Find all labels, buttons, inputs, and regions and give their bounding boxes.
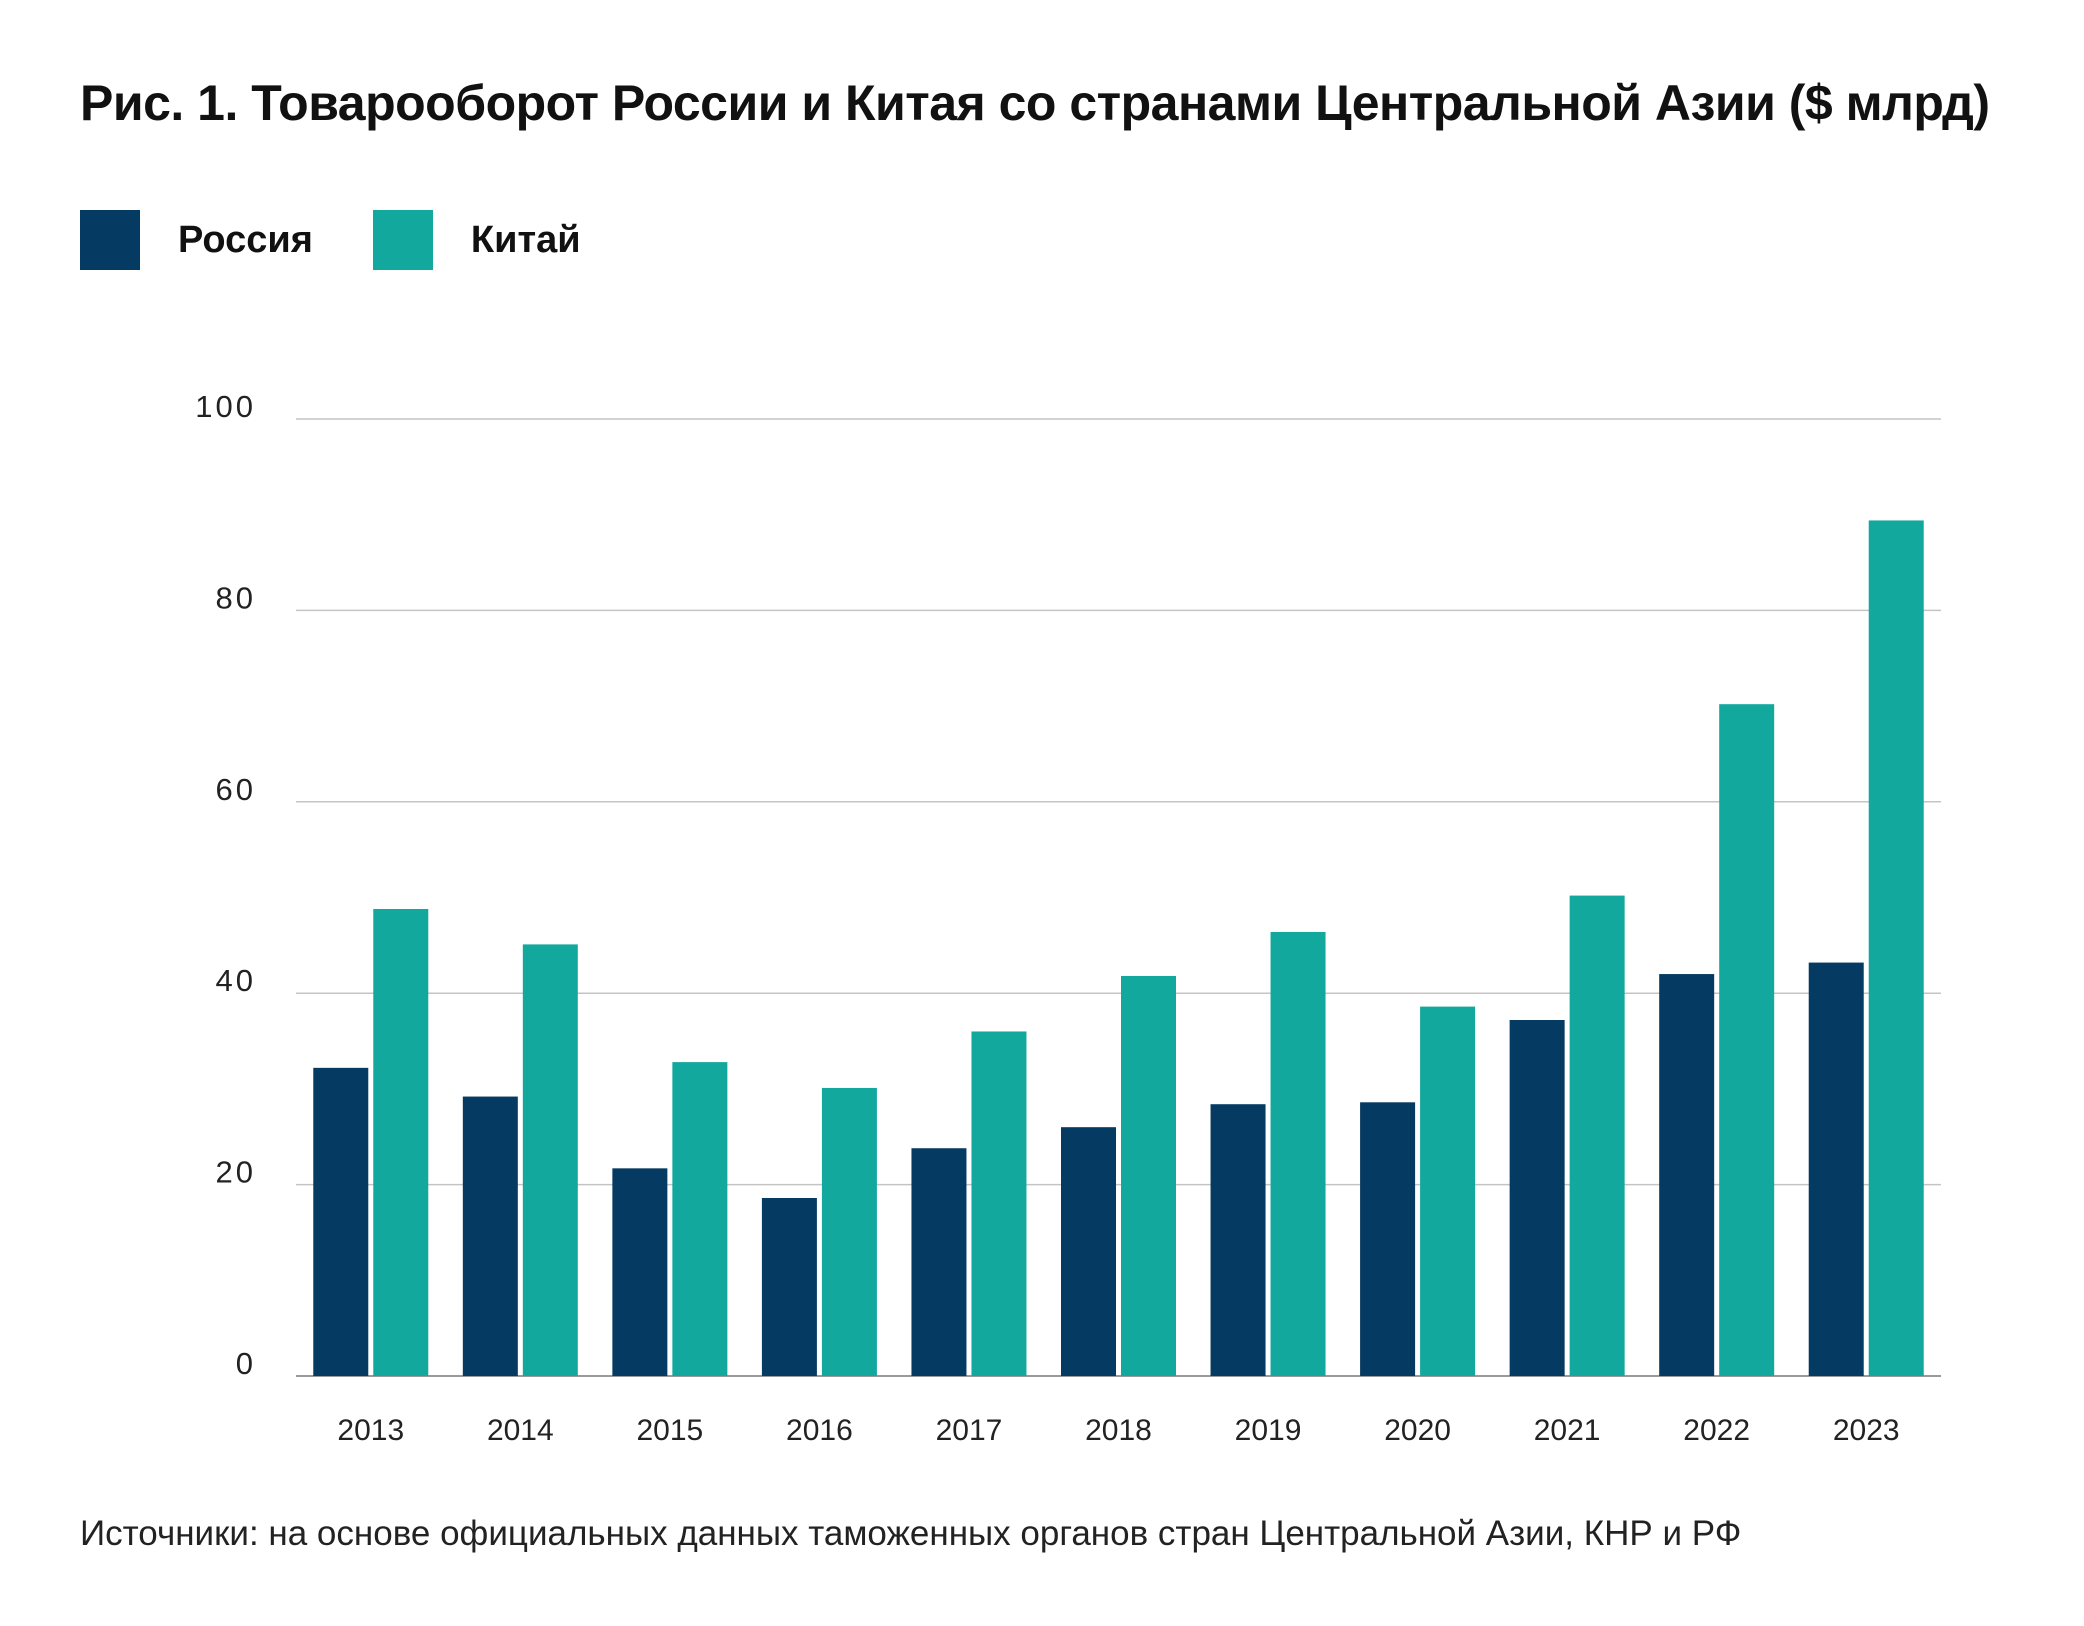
x-tick-label-2013: 2013 [337, 1414, 404, 1447]
bar-russia-2022 [1659, 974, 1715, 1376]
bar-china-2019 [1270, 931, 1326, 1376]
bar-china-2020 [1420, 1006, 1476, 1376]
bar-china-2015 [672, 1062, 728, 1376]
bar-china-2021 [1569, 895, 1625, 1376]
bar-china-2013 [373, 908, 429, 1376]
legend-swatch-russia [80, 210, 140, 270]
legend-item-russia: Россия [80, 210, 313, 270]
y-tick-label: 40 [216, 963, 256, 998]
x-tick-label-2016: 2016 [786, 1414, 853, 1447]
bar-china-2016 [821, 1087, 877, 1376]
bar-china-2017 [971, 1031, 1027, 1376]
bar-china-2023 [1868, 520, 1924, 1376]
y-tick-label: 0 [236, 1346, 256, 1381]
legend-item-china: Китай [372, 210, 581, 270]
bar-russia-2018 [1061, 1127, 1116, 1376]
bar-russia-2023 [1808, 962, 1864, 1376]
bar-russia-2019 [1210, 1104, 1266, 1376]
legend-label-russia: Россия [178, 218, 313, 261]
bar-russia-2013 [313, 1067, 369, 1376]
bar-russia-2021 [1509, 1019, 1565, 1376]
x-tick-label-2021: 2021 [1534, 1414, 1601, 1447]
y-tick-label: 80 [216, 580, 256, 615]
x-tick-label-2017: 2017 [936, 1414, 1003, 1447]
x-tick-label-2014: 2014 [487, 1414, 554, 1447]
x-tick-label-2018: 2018 [1085, 1414, 1152, 1447]
bar-russia-2016 [761, 1197, 817, 1376]
y-tick-label: 20 [216, 1155, 256, 1190]
bar-russia-2014 [462, 1096, 518, 1376]
bar-china-2018 [1121, 975, 1176, 1376]
x-tick-label-2015: 2015 [636, 1414, 703, 1447]
y-tick-label: 60 [216, 772, 256, 807]
y-axis-labels: 0 20 40 60 80 100 [195, 389, 256, 1381]
x-tick-label-2023: 2023 [1833, 1414, 1900, 1447]
x-tick-label-2020: 2020 [1384, 1414, 1451, 1447]
x-tick-label-2022: 2022 [1683, 1414, 1750, 1447]
chart-title: Рис. 1. Товарооборот России и Китая со с… [80, 75, 1990, 131]
x-axis-labels: 2013 2014 2015 2016 2017 2018 2019 2020 2021 2022… [337, 1414, 1899, 1447]
bar-china-2014 [522, 944, 578, 1376]
legend-swatch-china [372, 210, 433, 270]
bars [313, 520, 1924, 1376]
bar-russia-2015 [612, 1168, 668, 1376]
x-tick-label-2019: 2019 [1235, 1414, 1302, 1447]
legend: Россия Китай [80, 210, 641, 270]
bar-russia-2017 [911, 1148, 967, 1376]
y-tick-label: 100 [195, 389, 256, 424]
source-note: Источники: на основе официальных данных … [80, 1514, 1742, 1553]
bar-china-2022 [1719, 704, 1775, 1376]
bar-russia-2020 [1360, 1102, 1416, 1376]
legend-label-china: Китай [470, 218, 581, 261]
